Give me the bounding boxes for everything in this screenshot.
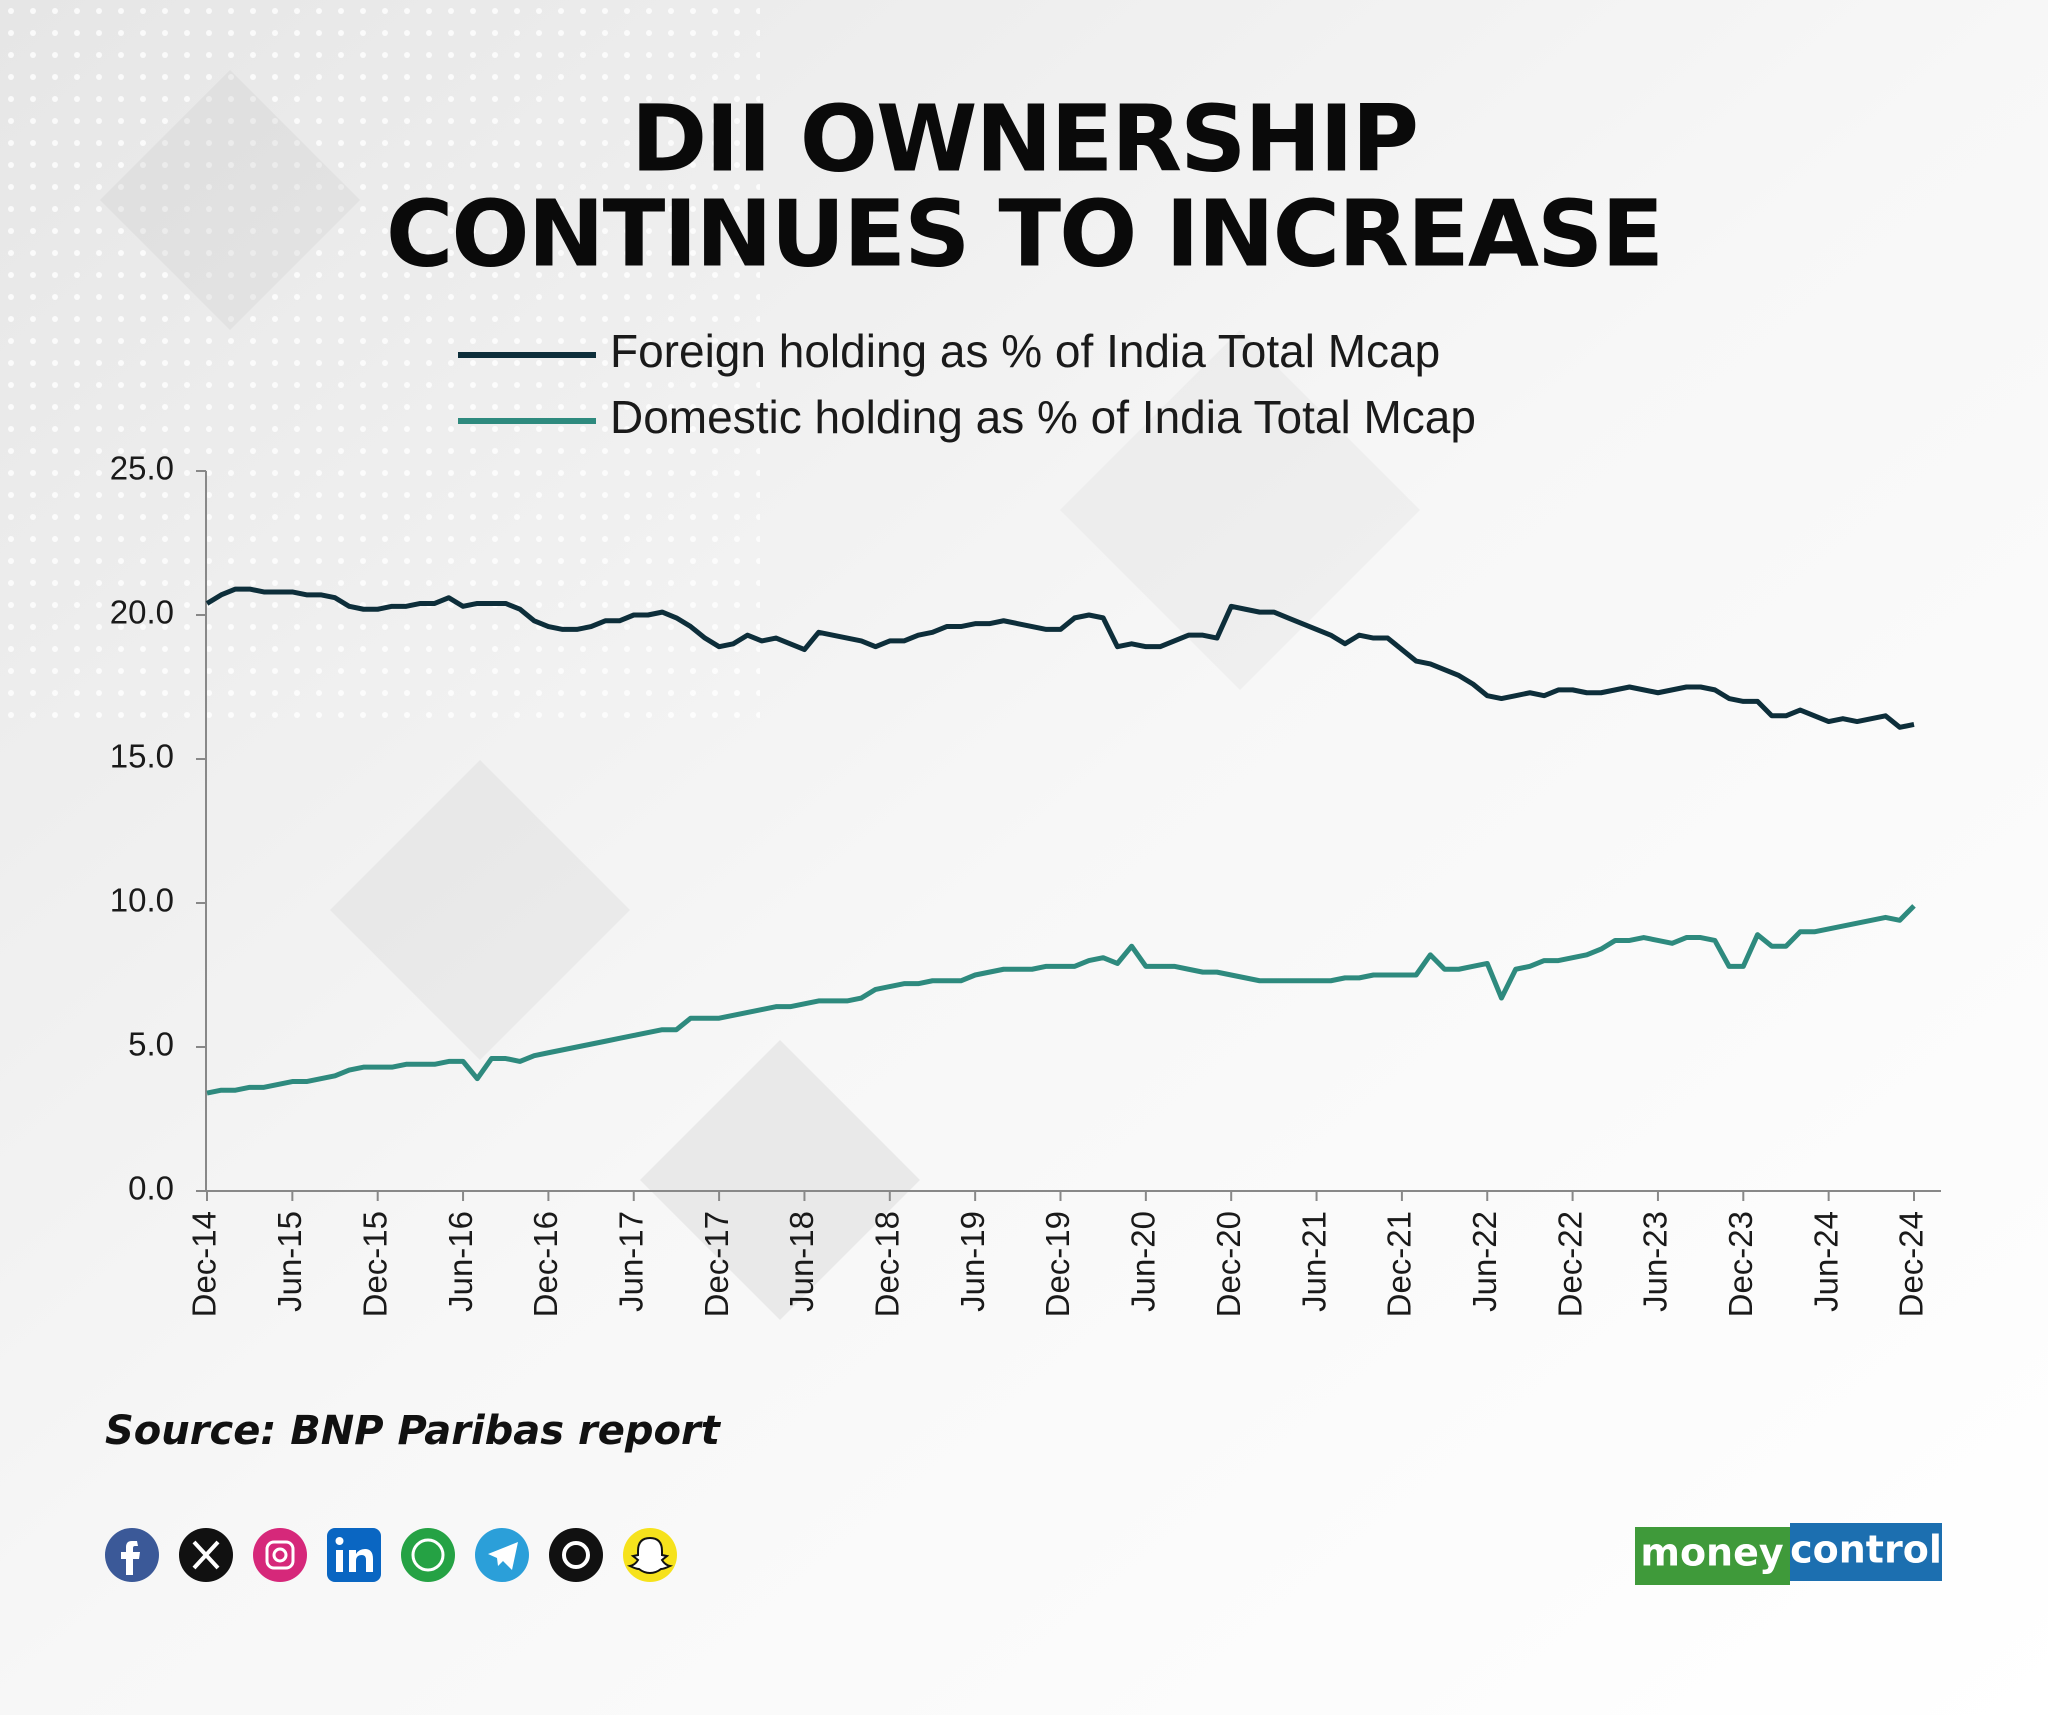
y-tick-label: 10.0	[110, 882, 174, 919]
legend-label: Foreign holding as % of India Total Mcap	[610, 325, 1440, 377]
x-tick-label: Jun-20	[1125, 1211, 1162, 1312]
x-tick-label: Jun-15	[271, 1211, 308, 1312]
y-tick-label: 20.0	[110, 594, 174, 631]
dot-pattern	[0, 0, 760, 720]
x-tick-label: Dec-24	[1893, 1211, 1930, 1317]
whatsapp-icon[interactable]	[401, 1528, 455, 1582]
instagram-glyph	[272, 1547, 288, 1563]
x-tick-label: Jun-21	[1295, 1211, 1332, 1312]
x-tick-label: Jun-16	[442, 1211, 479, 1312]
social-icons	[105, 1528, 677, 1582]
series-line	[205, 586, 1915, 730]
x-glyph	[192, 1540, 220, 1570]
x-tick-label: Jun-18	[783, 1211, 820, 1312]
x-tick-label: Dec-22	[1551, 1211, 1588, 1317]
y-tick-label: 25.0	[110, 450, 174, 487]
moneycontrol-logo[interactable]: money control	[1635, 1523, 1942, 1585]
telegram-glyph	[488, 1542, 518, 1570]
x-tick-label: Dec-23	[1722, 1211, 1759, 1317]
title-line: DII OWNERSHIP	[631, 85, 1417, 192]
source: Source: BNP Paribas report	[105, 1408, 722, 1454]
linkedin-glyph	[349, 1549, 373, 1572]
plot: Foreign holding as % of India Total Mcap…	[110, 325, 1941, 1317]
x-tick-label: Dec-19	[1039, 1211, 1076, 1317]
diamond-decor	[100, 70, 1420, 1320]
whatsapp-glyph	[411, 1538, 445, 1572]
x-tick-label: Jun-22	[1466, 1211, 1503, 1312]
instagram-icon[interactable]	[253, 1528, 307, 1582]
x-tick-label: Dec-15	[356, 1211, 393, 1317]
x-tick-label: Jun-24	[1807, 1211, 1844, 1312]
y-tick-label: 0.0	[128, 1170, 174, 1207]
threads-glyph	[562, 1541, 590, 1569]
threads-icon[interactable]	[549, 1528, 603, 1582]
series-line	[206, 904, 1916, 1096]
title-line: CONTINUES TO INCREASE	[386, 180, 1662, 287]
legend-label: Domestic holding as % of India Total Mca…	[610, 391, 1476, 443]
y-tick-label: 5.0	[128, 1026, 174, 1063]
x-tick-label: Dec-18	[869, 1211, 906, 1317]
linkedin-glyph	[335, 1537, 344, 1545]
x-tick-label: Dec-17	[698, 1211, 735, 1317]
x-tick-label: Dec-21	[1381, 1211, 1418, 1317]
x-tick-label: Jun-23	[1637, 1211, 1674, 1312]
instagram-glyph	[265, 1540, 295, 1570]
facebook-glyph	[121, 1541, 140, 1575]
snapchat-glyph	[626, 1536, 674, 1575]
logo-text: control	[1790, 1528, 1942, 1572]
x-tick-label: Jun-17	[612, 1211, 649, 1312]
logo-text: money	[1640, 1531, 1784, 1575]
linkedin-glyph	[336, 1550, 343, 1572]
x-tick-label: Dec-16	[527, 1211, 564, 1317]
logo-green	[1635, 1527, 1790, 1585]
y-tick-label: 15.0	[110, 738, 174, 775]
x-tick-label: Dec-20	[1210, 1211, 1247, 1317]
x-tick-label: Dec-14	[186, 1211, 223, 1317]
logo-blue	[1790, 1523, 1942, 1581]
x-tick-label: Jun-19	[954, 1211, 991, 1312]
